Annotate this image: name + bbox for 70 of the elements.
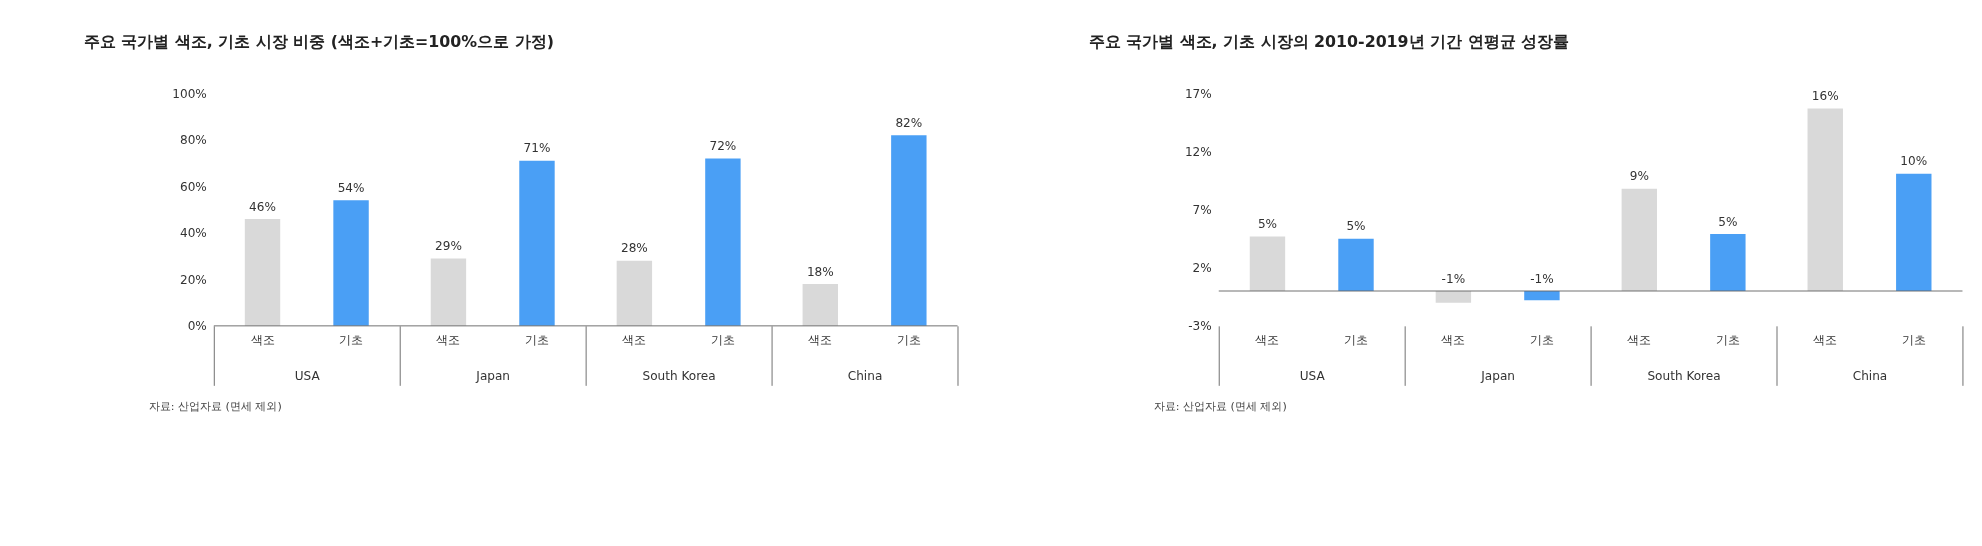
text: 기초: [1344, 333, 1368, 348]
x-tick-label: China: [1852, 369, 1888, 384]
data-label: 5%: [1346, 219, 1366, 234]
data-label: 16%: [1811, 89, 1839, 104]
y-tick-label: 40%: [179, 226, 207, 241]
y-tick-label: 17%: [1184, 86, 1212, 101]
bar: [244, 218, 281, 326]
text: 자료: 산업자료 (면세 제외): [148, 400, 282, 414]
bar: [802, 284, 839, 326]
x-tick-label: USA: [1299, 369, 1326, 384]
x-tick-label: USA: [294, 369, 321, 384]
text: 기초: [710, 333, 735, 348]
x-tick-label: South Korea: [642, 369, 716, 384]
bar: [705, 158, 741, 326]
text: 색조: [1813, 333, 1838, 348]
chart-title: 주요 국가별 색조, 기초 시장 비중 (색조+기초=100%으로 가정): [83, 31, 554, 51]
text: 자료: 산업자료 (면세 제외): [1153, 400, 1287, 414]
data-label: 46%: [249, 199, 276, 214]
y-tick-label: -3%: [1188, 319, 1212, 334]
text: 기초: [1901, 333, 1926, 348]
data-label: 82%: [895, 115, 923, 130]
y-tick-label: 80%: [179, 133, 207, 148]
data-label: -1%: [1441, 271, 1466, 286]
bar: [1896, 173, 1932, 292]
x-tick-label: Japan: [1480, 369, 1515, 384]
data-label: 71%: [523, 141, 551, 156]
data-label: 54%: [337, 181, 365, 196]
bar: [1338, 238, 1374, 292]
data-label: 18%: [806, 264, 834, 279]
data-label: 9%: [1629, 169, 1649, 184]
data-label: 29%: [435, 239, 462, 254]
text: 색조: [808, 333, 833, 348]
bar: [1710, 234, 1746, 292]
bar: [333, 200, 369, 326]
x-tick-label: South Korea: [1647, 369, 1721, 384]
y-tick-label: 20%: [179, 272, 207, 287]
data-label: 28%: [620, 241, 648, 256]
bar: [616, 260, 653, 326]
bar: [891, 135, 927, 326]
text: 색조: [1255, 333, 1280, 348]
data-label: 10%: [1900, 154, 1928, 169]
series-label: 색조: [250, 333, 275, 348]
text: 색조: [436, 333, 461, 348]
text: 기초: [896, 333, 921, 348]
data-label: -1%: [1530, 271, 1554, 286]
x-tick-label: China: [847, 369, 883, 384]
text: 색조: [1441, 333, 1466, 348]
bar: [430, 258, 467, 326]
text: 기초: [1715, 333, 1740, 348]
bar: [519, 160, 555, 326]
y-tick-label: 60%: [179, 179, 207, 194]
bar: [1249, 236, 1286, 292]
data-label: 5%: [1718, 214, 1738, 229]
text: 색조: [1627, 333, 1652, 348]
data-label: 5%: [1257, 217, 1278, 232]
bar: [1807, 108, 1843, 292]
y-tick-label: 12%: [1184, 144, 1212, 159]
y-tick-label: 100%: [172, 86, 207, 101]
series-label: 기초: [339, 333, 364, 348]
x-tick-label: Japan: [475, 369, 511, 384]
text: 색조: [622, 333, 647, 348]
bar: [1435, 291, 1472, 303]
y-tick-label: 2%: [1192, 260, 1212, 275]
text: 기초: [1529, 333, 1554, 348]
bar: [1621, 188, 1658, 292]
y-tick-label: 0%: [187, 319, 207, 334]
data-label: 72%: [709, 139, 737, 154]
chart-title: 주요 국가별 색조, 기초 시장의 2010-2019년 기간 연평균 성장률: [1088, 31, 1570, 51]
y-tick-label: 7%: [1192, 202, 1212, 217]
text: 기초: [524, 333, 549, 348]
